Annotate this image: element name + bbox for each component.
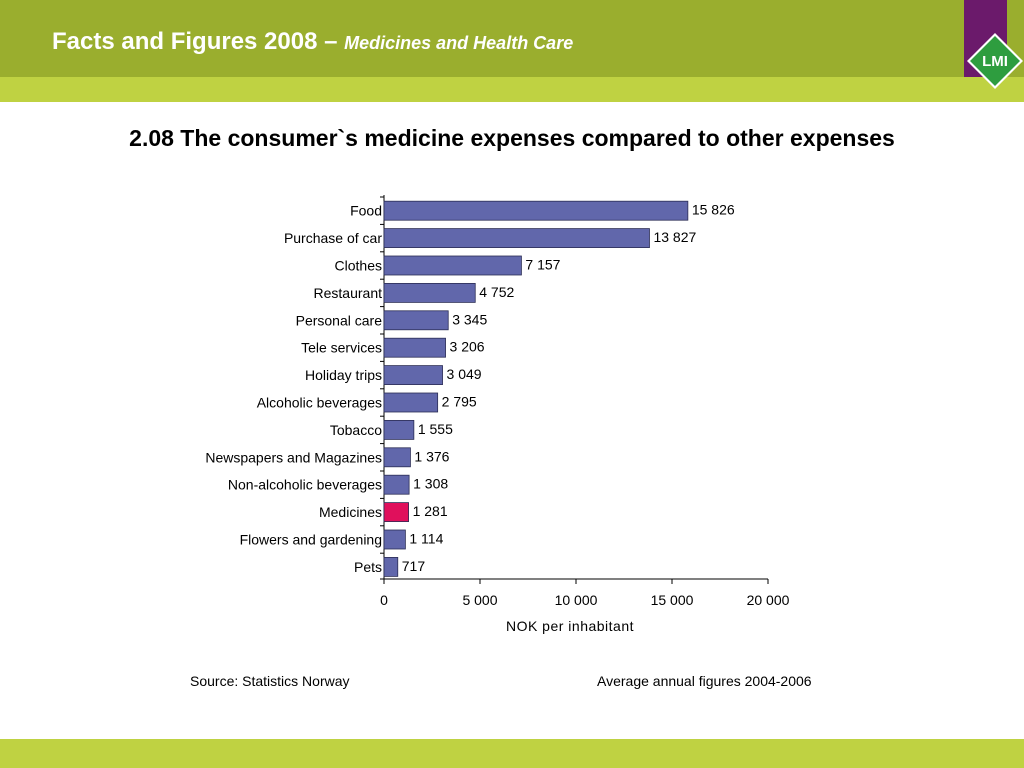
data-label: 7 157 [525, 257, 560, 273]
bar [383, 447, 411, 468]
data-label: 3 049 [447, 366, 482, 382]
bar [383, 282, 476, 303]
data-label: 15 826 [692, 202, 735, 218]
bar [383, 419, 415, 440]
source-note: Source: Statistics Norway [190, 673, 350, 689]
header-title: Facts and Figures 2008 – Medicines and H… [52, 28, 573, 56]
x-axis-title: NOK per inhabitant [506, 618, 634, 634]
bar [383, 255, 522, 276]
bar [383, 392, 439, 413]
bar [383, 310, 449, 331]
data-label: 717 [402, 558, 426, 574]
data-label: 3 206 [450, 339, 485, 355]
period-note: Average annual figures 2004-2006 [597, 673, 812, 689]
x-tick-label: 15 000 [651, 592, 694, 608]
category-label: Newspapers and Magazines [205, 449, 382, 465]
category-label: Personal care [296, 312, 383, 328]
category-label: Restaurant [314, 285, 383, 301]
x-tick-label: 20 000 [747, 592, 790, 608]
category-label: Non-alcoholic beverages [228, 477, 382, 493]
logo-text: LMI [982, 53, 1008, 70]
data-label: 1 308 [413, 476, 448, 492]
header-band [0, 0, 1024, 77]
data-label: 1 555 [418, 421, 453, 437]
data-label: 4 752 [479, 284, 514, 300]
category-label: Tele services [301, 340, 382, 356]
bar [383, 337, 446, 358]
bar [383, 529, 406, 550]
footer-band [0, 739, 1024, 768]
category-label: Clothes [335, 258, 382, 274]
data-label: 1 281 [413, 503, 448, 519]
bar [383, 200, 689, 221]
data-label: 2 795 [442, 394, 477, 410]
data-label: 1 376 [414, 448, 449, 464]
data-label: 13 827 [653, 229, 696, 245]
data-label: 1 114 [409, 531, 443, 547]
header-subtitle: Medicines and Health Care [344, 33, 574, 53]
x-tick-label: 0 [380, 592, 388, 608]
header-title-text: Facts and Figures 2008 – [52, 28, 338, 55]
slide-title: 2.08 The consumer`s medicine expenses co… [129, 125, 895, 151]
category-label: Medicines [319, 504, 382, 520]
category-label: Holiday trips [305, 367, 382, 383]
bar [383, 557, 399, 577]
header-stripe [0, 77, 1024, 102]
category-label: Pets [354, 559, 382, 575]
category-label: Tobacco [330, 422, 382, 438]
logo-diamond [970, 36, 1020, 86]
data-label: 3 345 [452, 311, 487, 327]
category-label: Flowers and gardening [240, 532, 382, 548]
bar-highlight [383, 502, 409, 523]
category-label: Purchase of car [284, 230, 382, 246]
x-tick-label: 5 000 [462, 592, 497, 608]
category-label: Alcoholic beverages [257, 395, 382, 411]
x-tick-label: 10 000 [555, 592, 598, 608]
bar [383, 365, 443, 386]
bar [383, 474, 410, 495]
bar [383, 228, 650, 249]
lmi-logo: LMI [967, 33, 1023, 89]
category-label: Food [350, 203, 382, 219]
